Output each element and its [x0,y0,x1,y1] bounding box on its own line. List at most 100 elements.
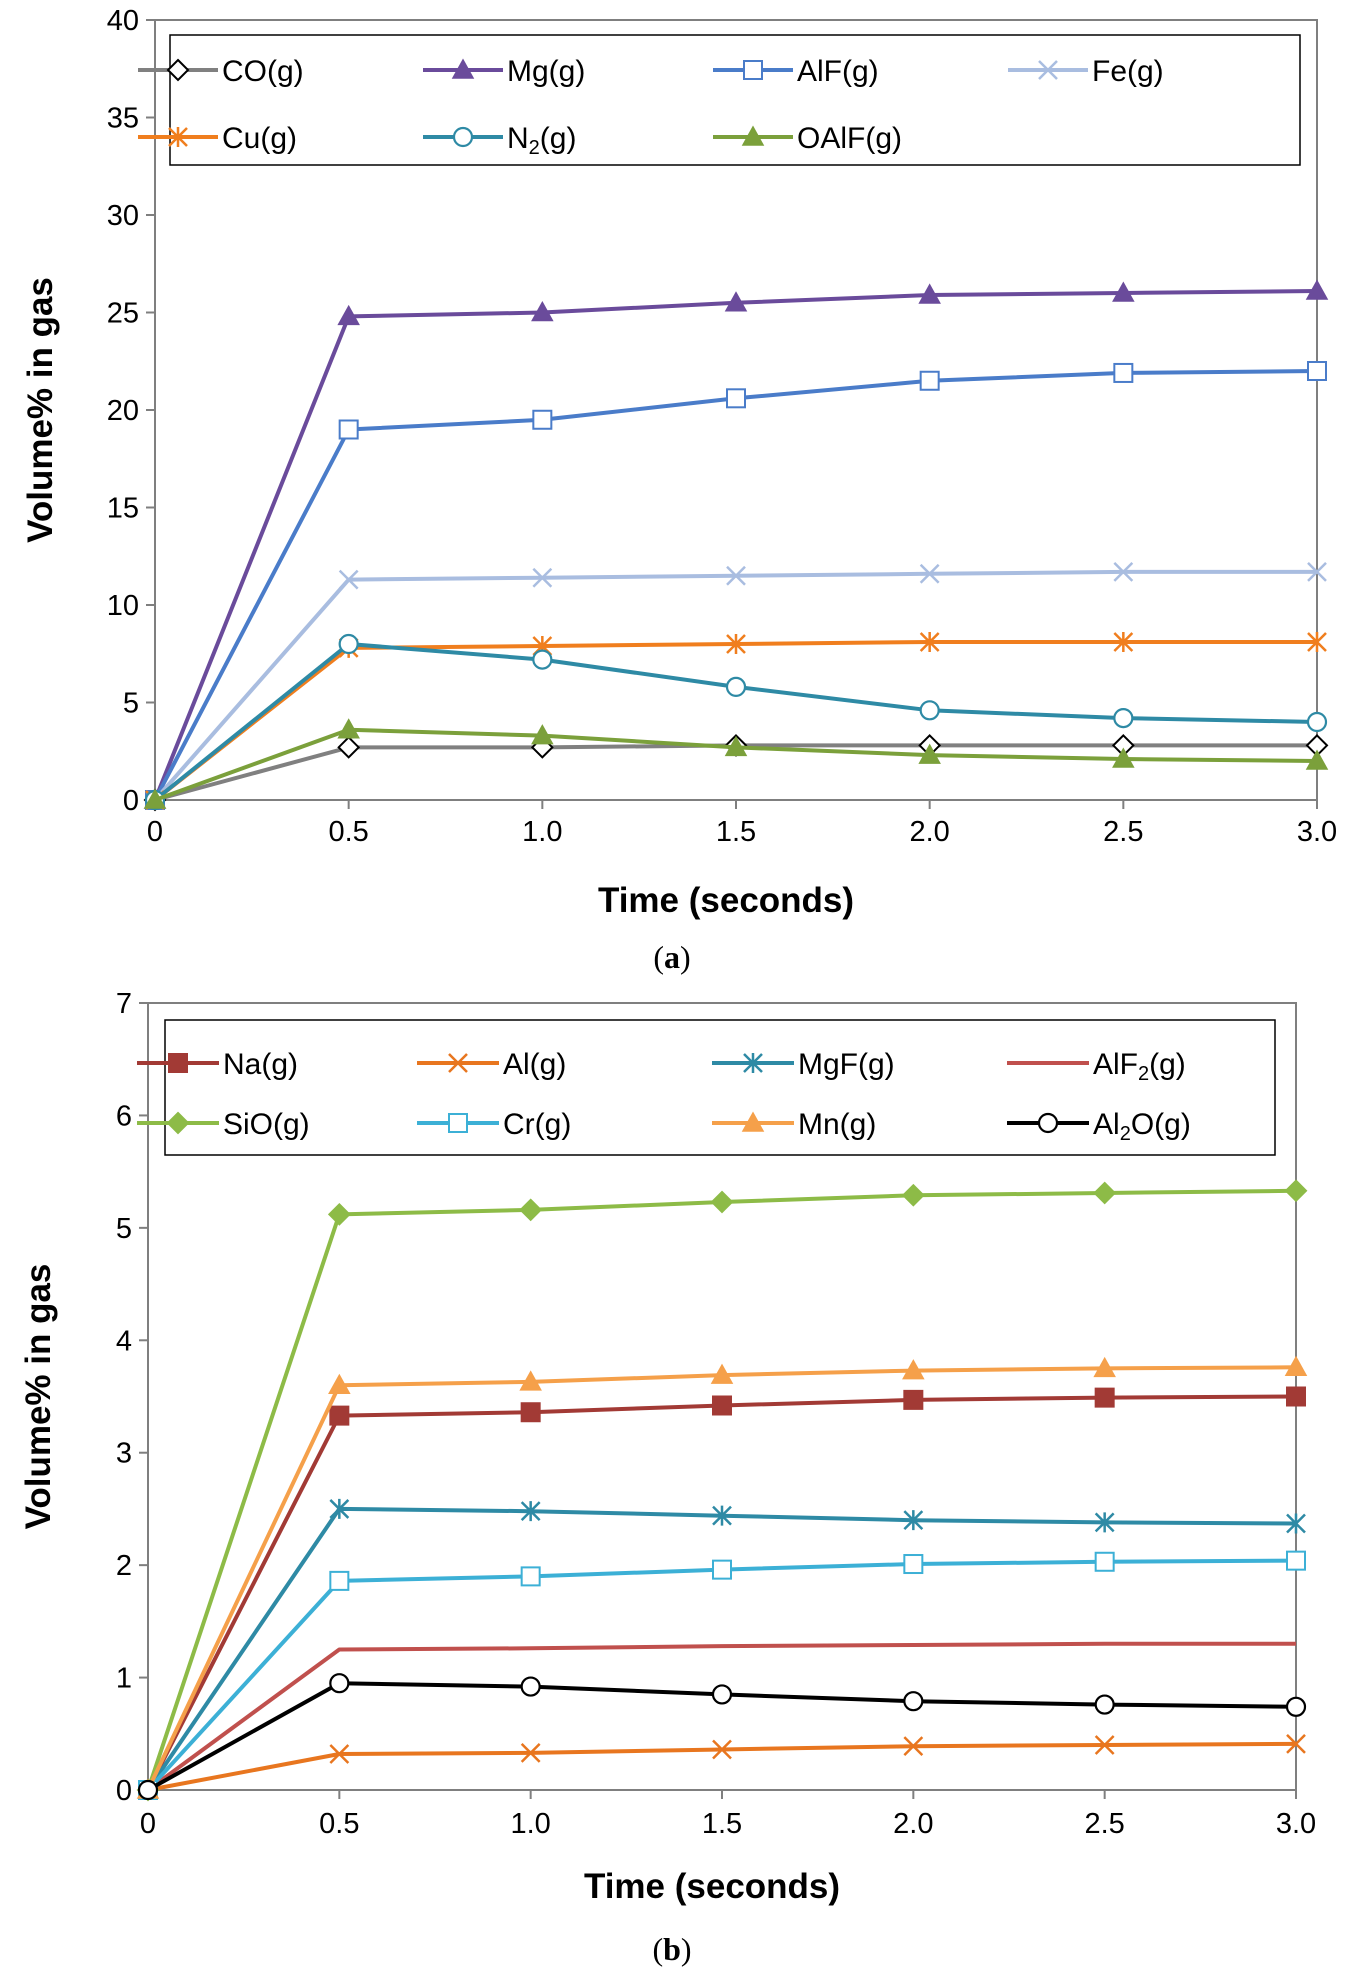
data-point [1307,632,1327,653]
legend-marker [452,126,474,148]
data-point [520,1501,541,1522]
data-point [327,1202,351,1226]
data-point [1286,1386,1306,1407]
y-tick-label: 7 [116,988,132,1020]
data-point [724,735,748,757]
data-point [520,1743,541,1763]
legend-entry: Cr(g) [417,1108,571,1141]
data-point [712,1505,732,1526]
data-point [1286,1513,1306,1534]
data-point [329,1498,350,1519]
legend-label: N2(g) [507,122,576,159]
legend-label-base: AlF(g) [797,55,879,88]
data-point [726,388,746,409]
data-point [532,567,553,588]
series-line [146,1394,1297,1791]
data-point [532,409,553,430]
data-point [712,1739,732,1760]
data-point [338,569,359,590]
legend-entry: Cu(g) [138,122,297,155]
legend-marker [741,125,765,146]
legend-label-base: Fe(g) [1092,55,1164,88]
data-point [1286,1734,1306,1754]
series-line [153,289,1318,801]
data-point [520,1402,541,1423]
legend-marker [166,58,190,82]
data-point [1284,1179,1308,1203]
y-tick-label: 0 [116,1775,132,1807]
panel-letter: b [663,1931,681,1967]
data-point [919,700,940,721]
legend-entry: Fe(g) [1008,55,1164,88]
legend-label-base: SiO(g) [223,1108,310,1141]
legend-entry: Mg(g) [423,55,585,88]
data-point [901,1183,925,1207]
legend-marker [743,1053,763,1073]
legend-label: Fe(g) [1092,55,1164,88]
y-tick-label: 4 [116,1325,132,1357]
x-tick-label: 2.5 [1103,816,1143,848]
chart-b: 0 1 2 3 4 5 6 7 0 0.5 1.0 1.5 2.0 2.5 3.0 Time (seconds… [19,988,1316,1967]
legend-entry: AlF(g) [713,55,879,88]
data-point [337,718,360,739]
legend-entry: OAlF(g) [713,122,902,155]
y-tick-label: 3 [116,1438,132,1470]
series-mgfg [138,1498,1306,1800]
legend-marker [168,127,188,147]
legend [164,1019,1276,1156]
series-cug [145,632,1327,810]
x-axis-title: Time (seconds) [598,881,854,920]
series-crg [138,1550,1306,1800]
data-point [903,1510,924,1531]
series-alfg [145,361,1327,810]
legend-label: CO(g) [222,55,304,88]
legend-label-base: CO(g) [222,55,304,88]
y-tick-label: 20 [107,395,139,427]
series-oalfg [143,718,1329,809]
series-alf2g [146,1641,1296,1792]
legend-entry: SiO(g) [137,1108,310,1141]
series-line [153,642,1318,802]
y-tick-label: 0 [123,785,139,817]
data-point [531,724,554,745]
data-point [337,304,360,326]
data-point [519,1370,542,1391]
data-point [531,300,554,322]
legend-entry: Al(g) [417,1048,566,1081]
data-point [1112,281,1135,302]
legend-marker [451,58,475,79]
data-point [1113,561,1134,582]
data-point [1094,1735,1115,1755]
legend-label-base: OAlF(g) [797,122,902,155]
y-tick-label: 5 [116,1213,132,1245]
y-tick-label: 35 [107,103,139,135]
legend-marker [741,1111,765,1132]
panel-label: (b) [652,1931,691,1967]
legend-entry: N2(g) [423,122,576,159]
data-point [712,1559,732,1580]
x-tick-label: 3.0 [1276,1808,1316,1840]
series-mgg [143,279,1329,809]
legend-label-base: N [507,122,529,155]
legend-marker [1038,60,1058,80]
legend-label-base: Na(g) [223,1048,298,1081]
data-point [1307,561,1327,582]
y-tick-label: 10 [107,590,139,622]
x-tick-label: 0.5 [329,816,369,848]
legend-label-base: Cu(g) [222,122,297,155]
data-point [1305,749,1329,770]
data-point [724,291,748,312]
legend-label-base: AlF [1093,1048,1138,1081]
legend-label-tail: (g) [1149,1048,1186,1081]
data-point [1286,1550,1306,1571]
x-tick-label: 2.0 [910,816,950,848]
legend-label-base: Al [1093,1108,1120,1141]
x-tick-label: 2.0 [893,1808,933,1840]
legend-marker [448,1053,468,1073]
legend-label: Al2O(g) [1093,1108,1191,1145]
legend-entry: Al2O(g) [1007,1108,1191,1145]
legend-label-tail: O(g) [1131,1108,1191,1141]
legend-label: AlF2(g) [1093,1048,1186,1085]
y-tick-label: 6 [116,1100,132,1132]
